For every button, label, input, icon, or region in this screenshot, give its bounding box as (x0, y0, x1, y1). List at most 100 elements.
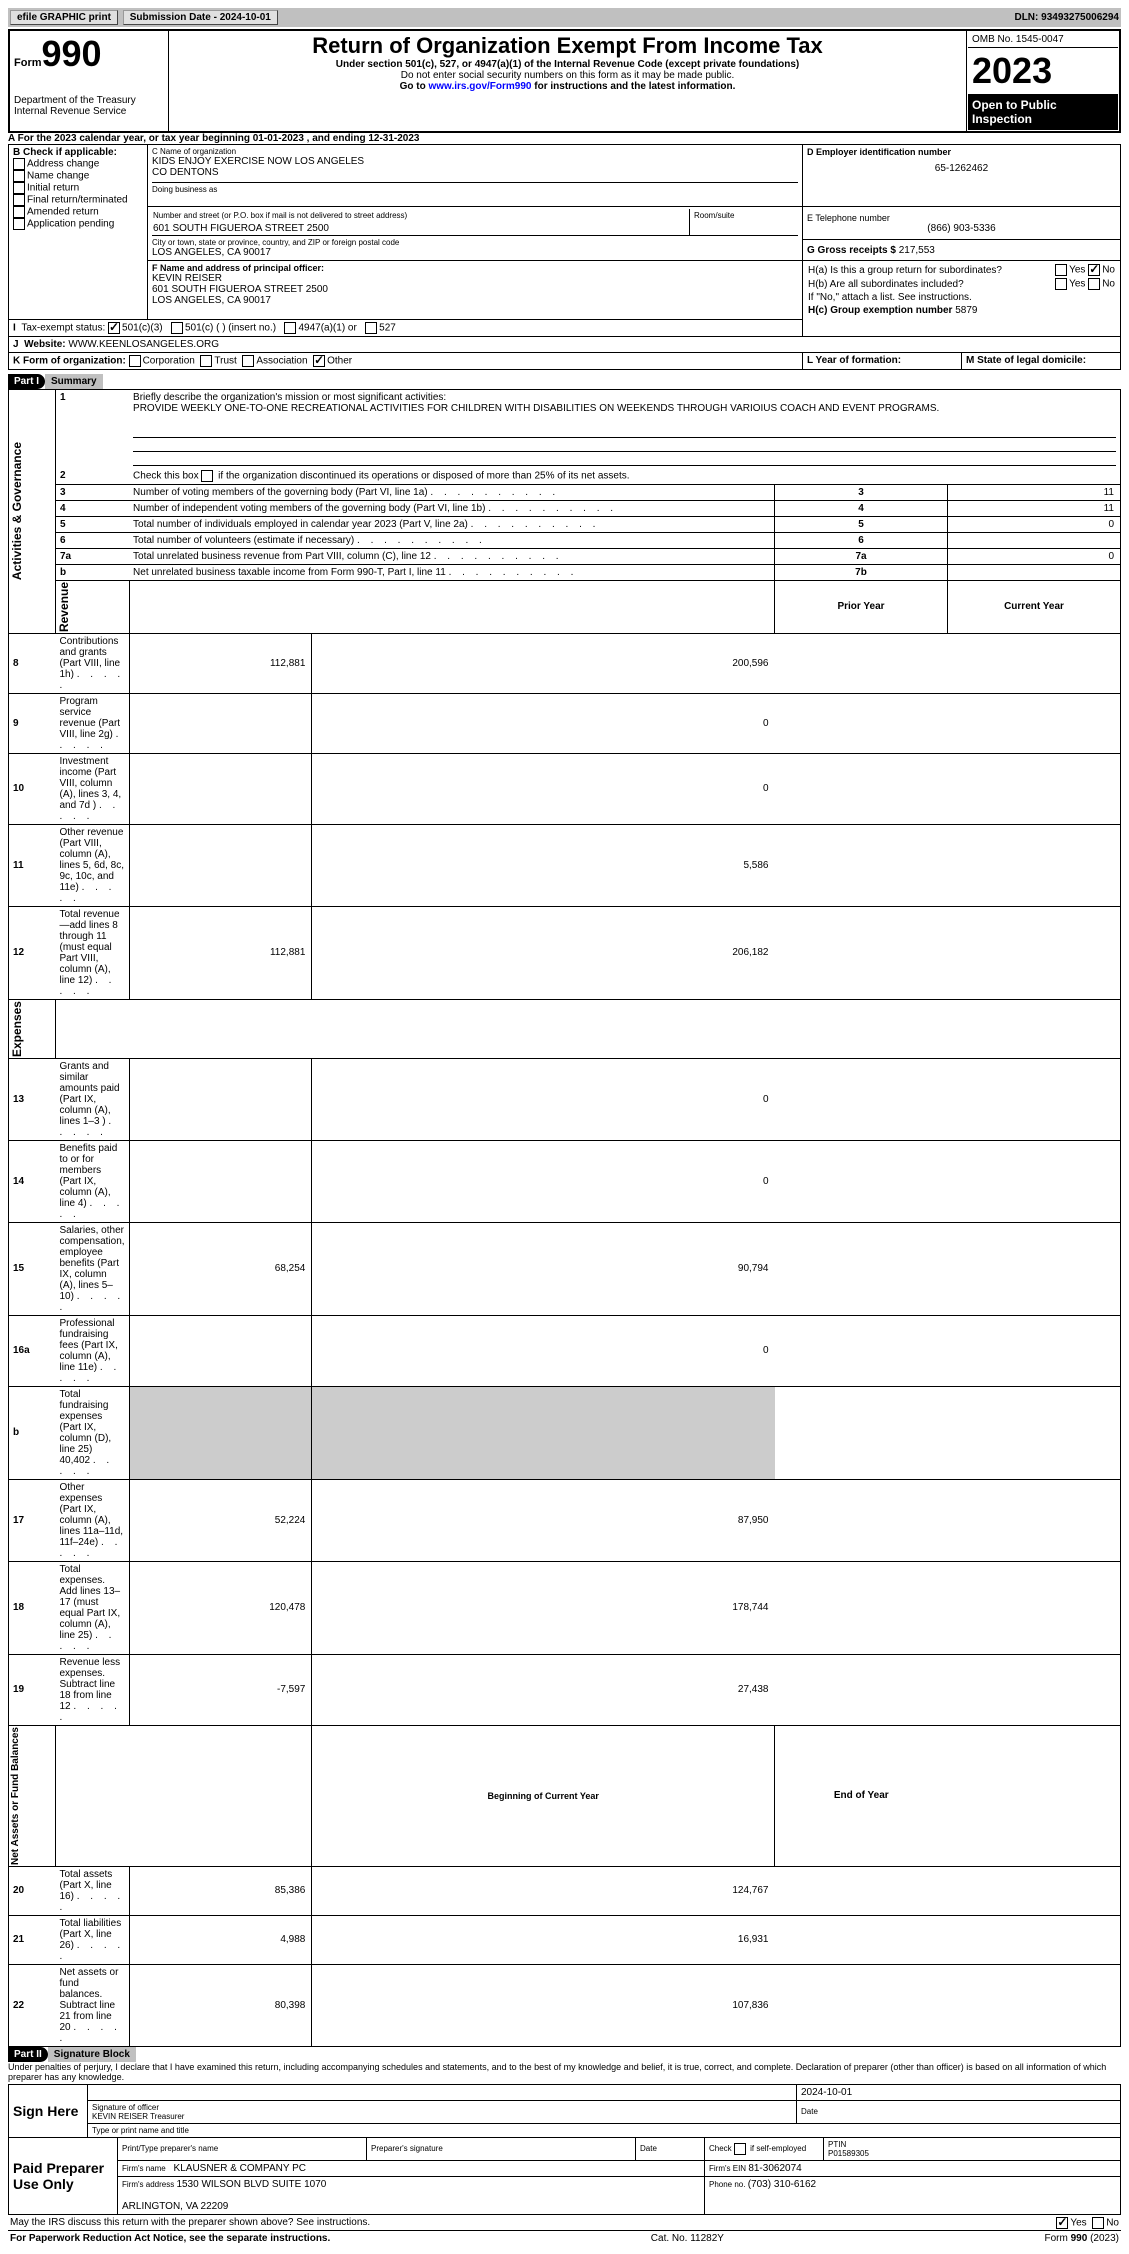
data-row: 8Contributions and grants (Part VIII, li… (9, 633, 1121, 693)
sign-date: 2024-10-01 (797, 2084, 1121, 2100)
phone: (866) 903-5336 (807, 223, 1116, 234)
k-corp[interactable] (129, 355, 141, 367)
ha-no[interactable] (1088, 264, 1100, 276)
goto-link: Go to www.irs.gov/Form990 for instructio… (173, 81, 962, 92)
hc-label: H(c) Group exemption number (808, 305, 955, 316)
footer-mid: Cat. No. 11282Y (651, 2233, 724, 2244)
paid-preparer: Paid Preparer Use Only (9, 2138, 118, 2215)
addr-label: Number and street (or P.O. box if mail i… (152, 209, 690, 222)
dept: Department of the Treasury Internal Reve… (14, 95, 164, 117)
section-gov: Activities & Governance (10, 442, 24, 580)
website: WWW.KEENLOSANGELES.ORG (68, 339, 219, 350)
info-table: B Check if applicable: Address change Na… (8, 144, 1121, 370)
k-label: K Form of organization: (13, 355, 126, 366)
gov-row: 3Number of voting members of the governi… (9, 484, 1121, 500)
hb-yes[interactable] (1055, 278, 1067, 290)
data-row: 11Other revenue (Part VIII, column (A), … (9, 824, 1121, 906)
ha-label: H(a) Is this a group return for subordin… (807, 263, 1024, 277)
preparer-table: Paid Preparer Use Only Print/Type prepar… (8, 2138, 1121, 2215)
prior-year-head: Prior Year (775, 580, 948, 633)
section-a: A For the 2023 calendar year, or tax yea… (8, 133, 1121, 144)
section-exp: Expenses (10, 1001, 24, 1057)
data-row: 21Total liabilities (Part X, line 26) . … (9, 1915, 1121, 1964)
i-527[interactable] (365, 322, 377, 334)
data-row: 14Benefits paid to or for members (Part … (9, 1140, 1121, 1222)
i-501c3[interactable] (108, 322, 120, 334)
check-initial[interactable]: Initial return (13, 182, 143, 194)
inspection: Open to Public Inspection (968, 94, 1118, 130)
gov-row: 4Number of independent voting members of… (9, 500, 1121, 516)
gov-row: bNet unrelated business taxable income f… (9, 564, 1121, 580)
gross-receipts: 217,553 (899, 245, 935, 256)
title-table: Form990 Department of the Treasury Inter… (8, 29, 1121, 133)
i-4947[interactable] (284, 322, 296, 334)
data-row: 15Salaries, other compensation, employee… (9, 1222, 1121, 1315)
check-address[interactable]: Address change (13, 158, 143, 170)
ha-yes[interactable] (1055, 264, 1067, 276)
check-name[interactable]: Name change (13, 170, 143, 182)
k-trust[interactable] (200, 355, 212, 367)
part1-header: Part I (8, 374, 45, 389)
check-pending[interactable]: Application pending (13, 218, 143, 230)
section-rev: Revenue (57, 582, 71, 632)
i-501c[interactable] (171, 322, 183, 334)
footer-right: Form 990 (2023) (1045, 2233, 1119, 2244)
discuss-no[interactable] (1092, 2217, 1104, 2229)
data-row: 18Total expenses. Add lines 13–17 (must … (9, 1561, 1121, 1654)
subtitle-2: Do not enter social security numbers on … (173, 70, 962, 81)
org-name: KIDS ENJOY EXERCISE NOW LOS ANGELES CO D… (152, 156, 798, 178)
current-year-head: Current Year (948, 580, 1121, 633)
efile-button[interactable]: efile GRAPHIC print (10, 10, 118, 25)
self-employed-check[interactable] (734, 2143, 746, 2155)
gov-row: 5Total number of individuals employed in… (9, 516, 1121, 532)
discuss: May the IRS discuss this return with the… (10, 2217, 370, 2228)
k-other[interactable] (313, 355, 325, 367)
part2-title: Signature Block (48, 2047, 136, 2062)
irs-link[interactable]: www.irs.gov/Form990 (428, 81, 531, 92)
submission-button[interactable]: Submission Date - 2024-10-01 (123, 10, 278, 25)
end-year-head: End of Year (775, 1725, 948, 1866)
q2-check[interactable] (201, 470, 213, 482)
mission: PROVIDE WEEKLY ONE-TO-ONE RECREATIONAL A… (133, 403, 1116, 414)
omb: OMB No. 1545-0047 (968, 32, 1118, 48)
l-formation: L Year of formation: (803, 352, 962, 369)
discuss-yes[interactable] (1056, 2217, 1068, 2229)
city: LOS ANGELES, CA 90017 (152, 247, 798, 258)
sign-here: Sign Here (9, 2084, 88, 2137)
form-990: Form990 (14, 33, 164, 75)
dln: DLN: 93493275006294 (1014, 12, 1119, 23)
summary-table: Activities & Governance 1 Briefly descri… (8, 389, 1121, 2047)
main-title: Return of Organization Exempt From Incom… (173, 33, 962, 59)
officer-addr: 601 SOUTH FIGUEROA STREET 2500 LOS ANGEL… (152, 284, 798, 306)
d-ein-label: D Employer identification number (807, 147, 1116, 157)
officer-sig: KEVIN REISER Treasurer (92, 2112, 184, 2121)
q1-label: Briefly describe the organization's miss… (133, 392, 1116, 403)
data-row: 19Revenue less expenses. Subtract line 1… (9, 1654, 1121, 1725)
city-label: City or town, state or province, country… (152, 235, 798, 247)
data-row: 22Net assets or fund balances. Subtract … (9, 1964, 1121, 2046)
hb-no[interactable] (1088, 278, 1100, 290)
section-net: Net Assets or Fund Balances (10, 1727, 21, 1865)
part2-header: Part II (8, 2047, 48, 2062)
sign-table: Sign Here 2024-10-01 Signature of office… (8, 2084, 1121, 2138)
k-assoc[interactable] (242, 355, 254, 367)
gov-row: 6Total number of volunteers (estimate if… (9, 532, 1121, 548)
ptin: P01589305 (828, 2149, 869, 2158)
data-row: 16aProfessional fundraising fees (Part I… (9, 1315, 1121, 1386)
g-receipts-label: G Gross receipts $ (807, 245, 896, 256)
firm-ein: 81-3062074 (748, 2163, 801, 2174)
addr: 601 SOUTH FIGUEROA STREET 2500 (152, 222, 690, 235)
hb-label: H(b) Are all subordinates included? (807, 277, 1024, 291)
header-bar: efile GRAPHIC print Submission Date - 20… (8, 8, 1121, 27)
c-name-label: C Name of organization (152, 147, 798, 156)
officer-name: KEVIN REISER (152, 273, 798, 284)
i-label: Tax-exempt status: (21, 322, 105, 333)
data-row: 20Total assets (Part X, line 16) . . . .… (9, 1866, 1121, 1915)
data-row: 12Total revenue—add lines 8 through 11 (… (9, 906, 1121, 999)
check-amended[interactable]: Amended return (13, 206, 143, 218)
b-label: B Check if applicable: (13, 147, 143, 158)
gov-row: 7aTotal unrelated business revenue from … (9, 548, 1121, 564)
data-row: 9Program service revenue (Part VIII, lin… (9, 693, 1121, 753)
check-final[interactable]: Final return/terminated (13, 194, 143, 206)
e-phone-label: E Telephone number (807, 213, 1116, 223)
